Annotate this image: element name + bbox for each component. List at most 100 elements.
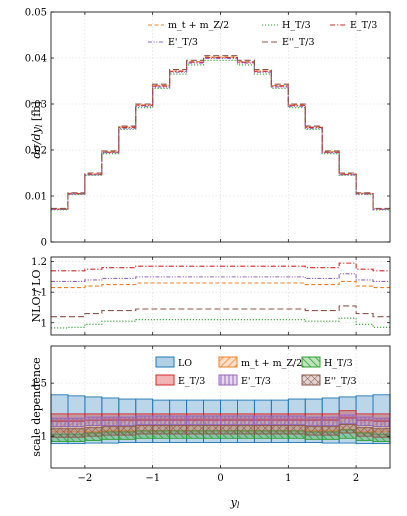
- legend-label: E''_T/3: [324, 376, 357, 387]
- scale-y-axis-label: scale dependence: [30, 357, 43, 456]
- band-bin: [118, 416, 137, 427]
- series-line: [51, 57, 390, 210]
- band-bin: [355, 416, 374, 427]
- band-bin: [67, 428, 86, 438]
- x-tick-label: 1: [285, 473, 291, 484]
- band-bin: [321, 416, 340, 427]
- scale-ticks: 1 1.5 −2 −1 0 1 2: [31, 346, 390, 484]
- scale-panel: 1 1.5 −2 −1 0 1 2 scale dependence LO m_t + m_Z…: [30, 345, 391, 484]
- distribution-ticks: 0 0.01 0.02 0.03 0.04 0.05: [25, 8, 390, 249]
- ratio-y-axis-label: NLO / LO: [30, 270, 43, 323]
- distribution-series: [51, 55, 390, 211]
- band-bin: [84, 416, 103, 427]
- y-tick-label: 0.04: [25, 54, 47, 65]
- band-bin: [152, 415, 171, 425]
- distribution-panel: 0 0.01 0.02 0.03 0.04 0.05 dσ/dyl [fb] m_t + …: [25, 8, 391, 249]
- band-bin: [169, 415, 188, 425]
- legend-label: H_T/3: [282, 20, 311, 31]
- y-tick-label: 1: [41, 318, 47, 329]
- band-bin: [186, 415, 205, 425]
- legend-label: E_T/3: [350, 20, 377, 31]
- distribution-frame: [50, 11, 391, 243]
- band-bin: [135, 415, 154, 425]
- legend-label: m_t + m_Z/2: [168, 20, 229, 31]
- band-bin: [101, 426, 120, 436]
- y-tick-label: 0.02: [25, 146, 47, 157]
- y-tick-label: 1.2: [31, 257, 47, 268]
- scale-band: [50, 424, 391, 438]
- series-line: [51, 59, 390, 211]
- series-line: [51, 55, 390, 209]
- y-tick-label: 0.01: [25, 192, 47, 203]
- band-bin: [338, 414, 357, 424]
- y-tick-label: 1.5: [31, 379, 47, 390]
- band-bin: [67, 417, 86, 428]
- legend-swatch: [155, 356, 175, 368]
- series-line: [51, 273, 390, 283]
- x-tick-label: −2: [78, 473, 93, 484]
- band-bin: [321, 426, 340, 436]
- ratio-panel: 1 1.1 1.2 NLO / LO: [30, 256, 391, 336]
- legend-swatch: [155, 374, 175, 386]
- band-bin: [135, 425, 154, 435]
- band-bin: [236, 425, 255, 435]
- legend-label: E''_T/3: [282, 37, 315, 48]
- band-bin: [287, 425, 306, 435]
- band-bin: [84, 427, 103, 437]
- x-axis-label: yl: [230, 496, 240, 510]
- scale-bands: [50, 394, 391, 445]
- band-bin: [253, 425, 272, 435]
- band-bin: [152, 425, 171, 435]
- legend-label: LO: [178, 358, 192, 369]
- band-bin: [203, 415, 221, 425]
- series-line: [51, 280, 390, 289]
- band-bin: [338, 424, 357, 434]
- band-bin: [220, 425, 238, 435]
- series-line: [51, 305, 390, 318]
- band-bin: [287, 415, 306, 425]
- band-bin: [203, 425, 221, 435]
- band-bin: [304, 416, 323, 427]
- distribution-y-axis-label: dσ/dyl [fb]: [30, 101, 44, 158]
- legend-label: H_T/3: [324, 358, 353, 369]
- band-bin: [50, 417, 69, 428]
- band-bin: [118, 426, 137, 436]
- ratio-grid: [51, 257, 390, 335]
- scale-legend: LO m_t + m_Z/2 H_T/3 E_T/3 E'_T/3 E''_T/3: [155, 356, 357, 387]
- legend-label: E'_T/3: [168, 37, 198, 48]
- series-line: [51, 262, 390, 272]
- distribution-grid: [51, 11, 390, 243]
- band-bin: [355, 427, 374, 437]
- legend-swatch: [301, 374, 321, 386]
- y-tick-label: 1.1: [31, 288, 47, 299]
- band-bin: [372, 417, 391, 428]
- ratio-ticks: 1 1.1 1.2: [31, 257, 390, 335]
- legend-swatch: [301, 356, 321, 368]
- y-tick-label: 0.05: [25, 8, 47, 19]
- band-bin: [101, 416, 120, 427]
- series-line: [51, 317, 390, 329]
- scale-band: [50, 414, 391, 428]
- legend-label: E_T/3: [178, 376, 205, 387]
- x-tick-label: 2: [353, 473, 359, 484]
- band-bin: [169, 425, 188, 435]
- band-bin: [253, 415, 272, 425]
- band-bin: [270, 425, 289, 435]
- legend-label: m_t + m_Z/2: [241, 358, 302, 369]
- y-tick-label: 0.03: [25, 100, 47, 111]
- band-bin: [220, 415, 238, 425]
- band-bin: [270, 415, 289, 425]
- band-bin: [304, 426, 323, 436]
- x-tick-label: −1: [145, 473, 160, 484]
- y-tick-label: 0: [41, 238, 47, 249]
- legend-swatch: [218, 374, 238, 386]
- band-bin: [186, 425, 205, 435]
- y-tick-label: 1: [41, 432, 47, 443]
- distribution-legend: m_t + m_Z/2 H_T/3 E_T/3 E'_T/3 E''_T/3: [148, 20, 377, 48]
- series-line: [51, 56, 390, 210]
- legend-swatch: [218, 356, 238, 368]
- legend-label: E'_T/3: [241, 376, 271, 387]
- x-tick-label: 0: [217, 473, 223, 484]
- band-bin: [236, 415, 255, 425]
